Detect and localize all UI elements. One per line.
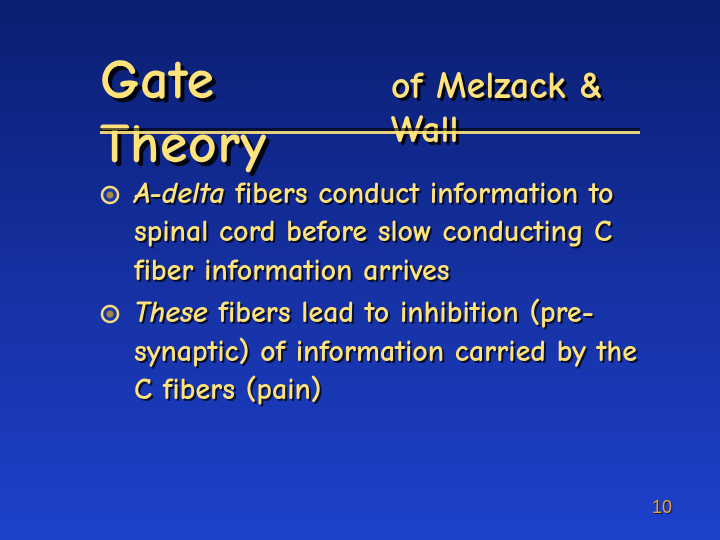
slide-number: 10 xyxy=(652,497,672,518)
bullet-list: A-delta fibers conduct information to sp… xyxy=(100,175,660,413)
ring-bullet-icon xyxy=(100,185,120,205)
slide-title: Gate Theory of Melzack & Wall xyxy=(100,48,660,176)
list-item: These fibers lead to inhibition (pre-syn… xyxy=(100,294,660,409)
bullet-text: These fibers lead to inhibition (pre-syn… xyxy=(134,294,660,409)
bullet-lead: These xyxy=(134,295,208,330)
title-main: Gate Theory xyxy=(100,48,377,176)
title-sub: of Melzack & Wall xyxy=(391,64,660,152)
bullet-lead: A-delta xyxy=(134,176,225,211)
bullet-text: A-delta fibers conduct information to sp… xyxy=(134,175,660,290)
list-item: A-delta fibers conduct information to sp… xyxy=(100,175,660,290)
bullet-rest: fibers lead to inhibition (pre-synaptic)… xyxy=(134,295,637,407)
title-underline xyxy=(100,128,640,131)
ring-bullet-icon xyxy=(100,304,120,324)
